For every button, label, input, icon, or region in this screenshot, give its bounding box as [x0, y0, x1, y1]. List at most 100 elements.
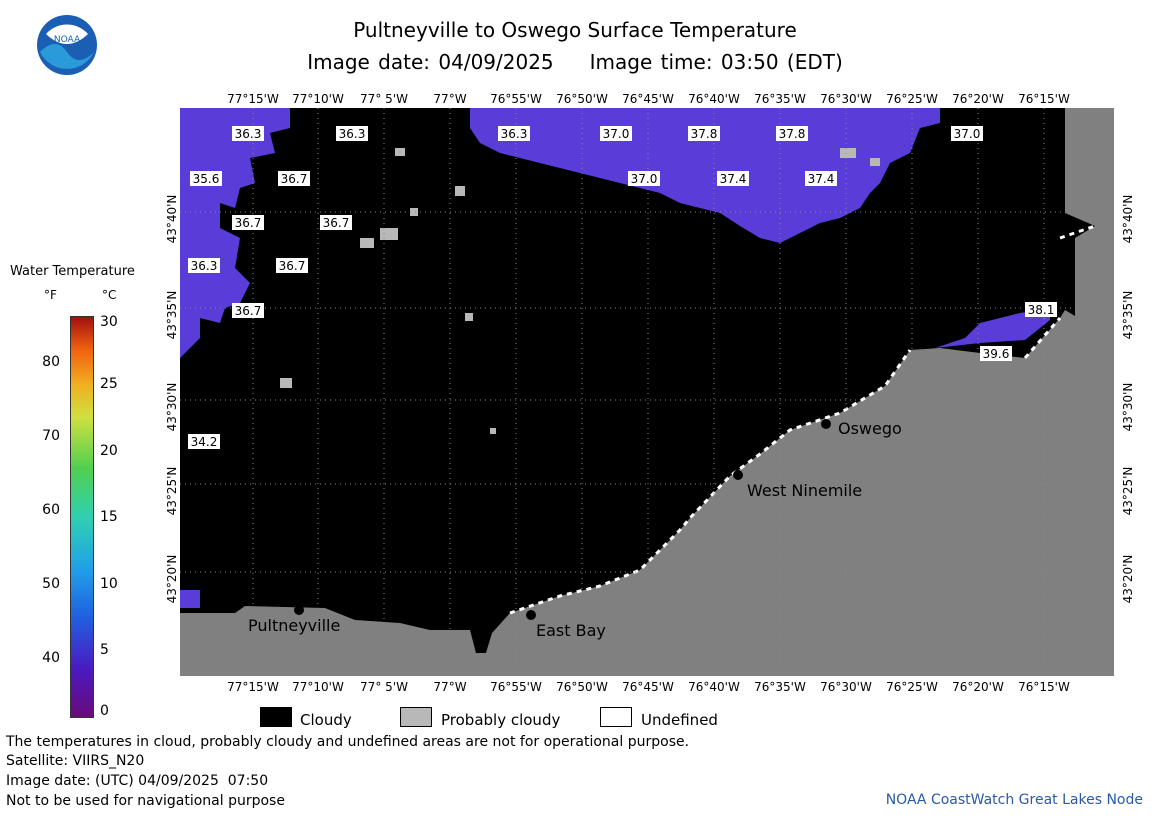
svg-text:36.7: 36.7: [235, 304, 262, 318]
unit-celsius: °C: [102, 288, 117, 302]
color-bar: [70, 316, 94, 718]
map-title: Pultneyville to Oswego Surface Temperatu…: [353, 18, 797, 42]
longitude-label: 76°50'W: [556, 680, 608, 694]
east-bay-marker: [526, 610, 536, 620]
svg-text:36.3: 36.3: [191, 259, 218, 273]
longitude-label: 76°55'W: [490, 92, 542, 106]
coastline: [509, 224, 1096, 615]
longitude-label: 76°15'W: [1018, 680, 1070, 694]
place-label: Pultneyville: [248, 616, 340, 635]
fahrenheit-tick: 50: [42, 576, 60, 592]
celsius-tick: 5: [100, 642, 109, 658]
latitude-label: 43°40'N: [1121, 194, 1135, 244]
temperature-label: 37.8: [688, 126, 720, 141]
probably-cloudy-label: Probably cloudy: [441, 711, 561, 729]
temperature-label: 36.3: [232, 126, 264, 141]
longitude-label: 77°W: [433, 92, 467, 106]
svg-text:37.0: 37.0: [954, 127, 981, 141]
probably-cloudy-patches: [280, 148, 880, 434]
temperature-label: 37.4: [717, 171, 749, 186]
temperature-label: 39.6: [980, 346, 1012, 361]
svg-text:36.3: 36.3: [235, 127, 262, 141]
longitude-label: 76°25'W: [886, 680, 938, 694]
temperature-label: 37.4: [805, 171, 837, 186]
undefined-swatch: [600, 707, 632, 727]
celsius-tick: 15: [100, 509, 118, 525]
latitude-label: 43°20'N: [165, 554, 179, 604]
sst-map[interactable]: Oswego West Ninemile Pultneyville East B…: [180, 108, 1114, 676]
svg-text:39.6: 39.6: [983, 347, 1010, 361]
svg-text:36.7: 36.7: [235, 216, 262, 230]
svg-text:38.1: 38.1: [1028, 303, 1055, 317]
svg-text:37.8: 37.8: [691, 127, 718, 141]
svg-text:36.7: 36.7: [281, 172, 308, 186]
latitude-label: 43°25'N: [1121, 466, 1135, 516]
celsius-tick: 30: [100, 314, 118, 330]
celsius-tick: 0: [100, 703, 109, 719]
longitude-label: 76°35'W: [754, 92, 806, 106]
svg-text:37.0: 37.0: [603, 127, 630, 141]
temperature-label: 36.3: [336, 126, 368, 141]
longitude-label: 76°30'W: [820, 680, 872, 694]
pultneyville-marker: [294, 605, 304, 615]
svg-text:36.3: 36.3: [339, 127, 366, 141]
temperature-label: 36.7: [278, 171, 310, 186]
temperature-label: 34.2: [188, 434, 220, 449]
celsius-tick: 20: [100, 443, 118, 459]
latitude-label: 43°20'N: [1121, 554, 1135, 604]
longitude-label: 77°15'W: [227, 92, 279, 106]
temperature-label: 38.1: [1025, 302, 1057, 317]
fahrenheit-tick: 40: [42, 650, 60, 666]
svg-text:36.3: 36.3: [501, 127, 528, 141]
image-time: Image time: 03:50 (EDT): [589, 50, 843, 74]
longitude-label: 76°55'W: [490, 680, 542, 694]
svg-text:37.4: 37.4: [808, 172, 835, 186]
water-area-nw: [180, 108, 290, 358]
west-ninemile-marker: [733, 470, 743, 480]
logo-text: NOAA: [54, 35, 81, 45]
celsius-tick: 10: [100, 576, 118, 592]
probably-cloudy-swatch: [400, 707, 432, 727]
unit-fahrenheit: °F: [44, 288, 57, 302]
longitude-label: 76°40'W: [688, 92, 740, 106]
longitude-label: 76°45'W: [622, 680, 674, 694]
image-date: Image date: 04/09/2025: [307, 50, 554, 74]
longitude-label: 77°W: [433, 680, 467, 694]
latitude-label: 43°30'N: [165, 382, 179, 432]
longitude-label: 77°15'W: [227, 680, 279, 694]
place-label: West Ninemile: [747, 481, 862, 500]
cloudy-label: Cloudy: [300, 711, 352, 729]
temperature-label: 36.3: [498, 126, 530, 141]
water-area-e: [935, 308, 1050, 348]
longitude-label: 76°30'W: [820, 92, 872, 106]
longitude-label: 77° 5'W: [360, 92, 408, 106]
temperature-label: 36.7: [320, 215, 352, 230]
latitude-label: 43°35'N: [1121, 290, 1135, 340]
note-satellite: Satellite: VIIRS_N20: [6, 753, 145, 769]
noaa-logo: NOAA: [37, 15, 97, 75]
latitude-label: 43°40'N: [165, 194, 179, 244]
temperature-label: 35.6: [190, 171, 222, 186]
longitude-label: 77°10'W: [292, 680, 344, 694]
temperature-label: 37.8: [776, 126, 808, 141]
longitude-label: 76°15'W: [1018, 92, 1070, 106]
longitude-label: 76°20'W: [952, 92, 1004, 106]
undefined-label: Undefined: [641, 711, 718, 729]
latitude-label: 43°25'N: [165, 466, 179, 516]
oswego-marker: [821, 419, 831, 429]
longitude-label: 76°35'W: [754, 680, 806, 694]
image-date-time: Image date: 04/09/2025 Image time: 03:50 …: [0, 50, 1150, 74]
legend-title: Water Temperature: [10, 264, 135, 279]
temperature-label: 36.3: [188, 258, 220, 273]
celsius-tick: 25: [100, 376, 118, 392]
place-label: Oswego: [838, 419, 902, 438]
longitude-label: 76°50'W: [556, 92, 608, 106]
longitude-label: 76°25'W: [886, 92, 938, 106]
temperature-label: 37.0: [628, 171, 660, 186]
temperature-label: 37.0: [600, 126, 632, 141]
latitude-label: 43°30'N: [1121, 382, 1135, 432]
credit: NOAA CoastWatch Great Lakes Node: [885, 792, 1143, 808]
note-utc-date: Image date: (UTC) 04/09/2025 07:50: [6, 773, 269, 789]
svg-text:37.4: 37.4: [720, 172, 747, 186]
longitude-label: 77° 5'W: [360, 680, 408, 694]
